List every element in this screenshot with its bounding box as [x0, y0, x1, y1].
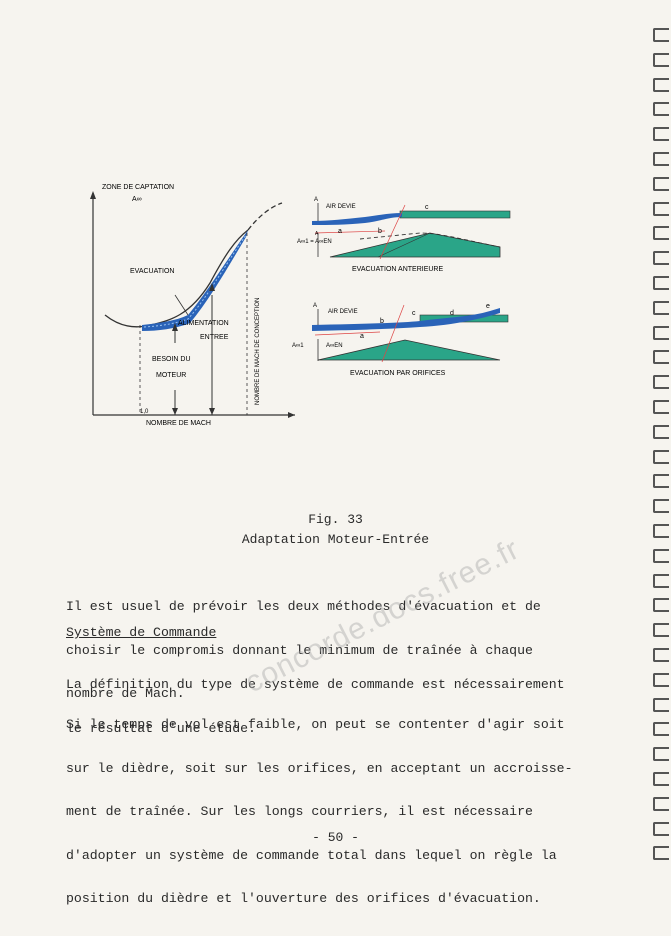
binding-ring — [653, 176, 669, 191]
binding-ring — [653, 127, 669, 142]
binding-ring — [653, 772, 669, 786]
label-moteur: MOTEUR — [156, 372, 186, 379]
binding-ring — [653, 28, 669, 42]
top-label-a-en: A — [315, 231, 319, 237]
binding-ring — [653, 821, 669, 836]
binding-ring — [653, 226, 669, 241]
binding-ring — [653, 672, 669, 687]
binding-ring — [653, 524, 669, 538]
binding-ring — [653, 251, 669, 266]
binding-ring — [653, 846, 669, 861]
figure-title: Adaptation Moteur-Entrée — [241, 532, 430, 547]
section-heading: Système de Commande — [66, 625, 217, 640]
bottom-label-a-en: A∞EN — [326, 343, 343, 349]
bottom-label-c: c — [412, 310, 416, 317]
y-axis-symbol: A∞ — [132, 196, 142, 203]
binding-ring — [653, 424, 669, 439]
bottom-label-e: e — [486, 303, 490, 310]
binding-ring — [653, 796, 669, 811]
figure-33: ZONE DE CAPTATION A∞ NOMBRE DE MACH EVAC… — [90, 184, 511, 427]
top-label-air-devie: AIR DEVIE — [326, 204, 356, 210]
binding-ring — [653, 573, 669, 588]
binding-ring — [653, 300, 669, 315]
paragraph-3: Si le temps de vol est faible, on peut s… — [66, 717, 573, 906]
binding-ring — [653, 325, 669, 340]
bottom-label-b: b — [380, 318, 384, 325]
label-mach-1: 1,0 — [140, 409, 149, 415]
top-caption: EVACUATION ANTERIEURE — [352, 266, 443, 273]
binding-ring — [653, 400, 669, 414]
binding-ring — [653, 474, 669, 489]
binding-ring — [653, 623, 669, 638]
binding-ring — [653, 648, 669, 662]
binding-ring — [653, 499, 669, 514]
paragraph-1: Il est usuel de prévoir les deux méthode… — [66, 599, 541, 701]
capture-graph: ZONE DE CAPTATION A∞ NOMBRE DE MACH EVAC… — [90, 184, 295, 427]
binding-ring — [653, 276, 669, 290]
binding-ring — [653, 52, 669, 67]
binding-rings — [649, 0, 671, 870]
binding-ring — [653, 375, 669, 390]
binding-ring — [653, 201, 669, 216]
top-label-c: c — [425, 204, 429, 211]
top-label-b: b — [378, 228, 382, 235]
paragraph-2: La définition du type de système de comm… — [66, 677, 565, 736]
label-besoin: BESOIN DU — [152, 356, 191, 363]
label-entree: ENTREE — [200, 334, 229, 341]
label-alimentation: ALIMENTATION — [178, 320, 229, 327]
y-axis-title: ZONE DE CAPTATION — [102, 184, 174, 191]
binding-ring — [653, 722, 669, 737]
binding-ring — [653, 102, 669, 117]
diagram-anterior-evacuation: A AIR DEVIE A∞1 = A∞EN A a b c EVACUATIO… — [297, 197, 511, 273]
label-evacuation: EVACUATION — [130, 268, 174, 275]
document-page: ZONE DE CAPTATION A∞ NOMBRE DE MACH EVAC… — [66, 0, 671, 906]
top-label-a: a — [338, 228, 342, 235]
top-label-a-inf: A∞1 = A∞EN — [297, 239, 332, 245]
bottom-label-A: A — [313, 303, 317, 309]
binding-ring — [653, 548, 669, 563]
bottom-label-a: a — [360, 333, 364, 340]
binding-ring — [653, 152, 669, 166]
bottom-label-a-inf: A∞1 — [292, 343, 304, 349]
binding-ring — [653, 697, 669, 712]
x-axis-title: NOMBRE DE MACH — [146, 420, 211, 427]
binding-ring — [653, 350, 669, 365]
label-mach-conception: NOMBRE DE MACH DE CONCEPTION — [255, 298, 261, 405]
page-number: - 50 - — [312, 830, 359, 845]
bottom-caption: EVACUATION PAR ORIFICES — [350, 370, 446, 377]
bottom-label-d: d — [450, 310, 454, 317]
figure-number: Fig. 33 — [308, 512, 363, 527]
binding-ring — [653, 598, 669, 613]
binding-ring — [653, 747, 669, 762]
diagram-orifice-evacuation: A AIR DEVIE A∞1 A∞EN a b c d e EVACUATIO… — [292, 303, 509, 377]
binding-ring — [653, 449, 669, 464]
bottom-label-air-devie: AIR DEVIE — [328, 309, 358, 315]
top-label-A: A — [314, 197, 318, 203]
binding-ring — [653, 77, 669, 92]
